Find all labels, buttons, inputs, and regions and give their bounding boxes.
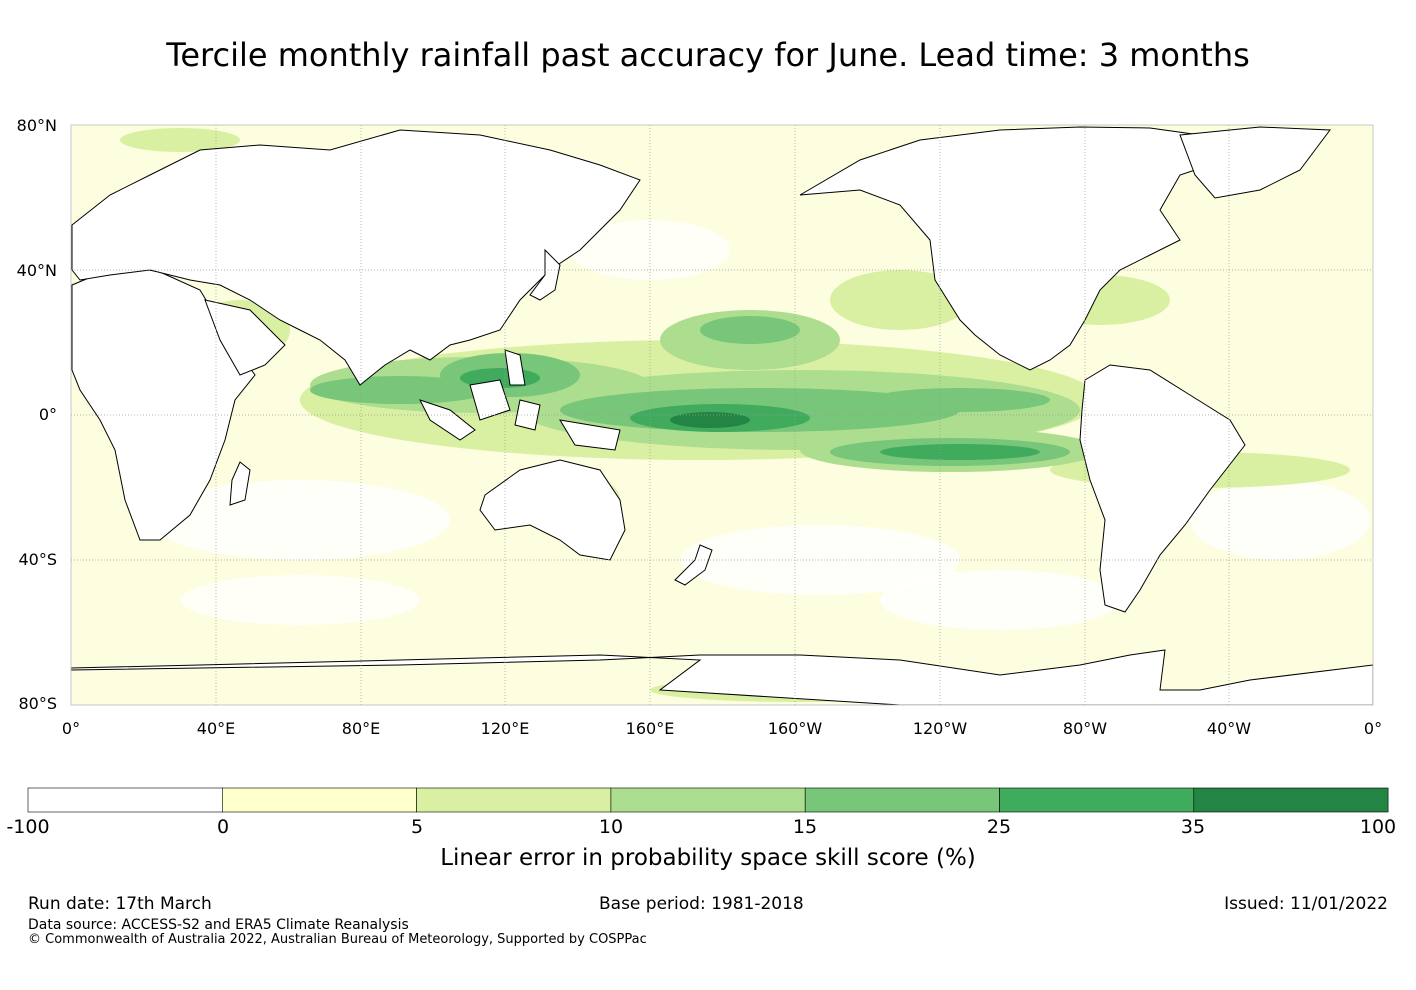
colorbar-segment [416, 787, 612, 813]
map-title: Tercile monthly rainfall past accuracy f… [166, 36, 1250, 74]
colorbar-tick-label: 25 [986, 816, 1012, 838]
lat-label-40s: 40°S [18, 550, 57, 569]
gridlines [71, 125, 1373, 705]
colorbar-tick-label: 100 [1359, 816, 1397, 838]
colorbar-segment [804, 787, 1000, 813]
colorbar-segment [610, 787, 806, 813]
lon-label-0-right: 0° [1363, 719, 1383, 738]
colorbar-segment [222, 787, 417, 813]
lon-label-120e: 120°E [480, 719, 530, 738]
lon-label-120w: 120°W [912, 719, 968, 738]
lat-label-80n: 80°N [16, 116, 57, 135]
colorbar-segment [999, 787, 1195, 813]
colorbar-label: Linear error in probability space skill … [440, 845, 976, 871]
lon-label-160w: 160°W [767, 719, 823, 738]
lon-label-80e: 80°E [341, 719, 381, 738]
lon-label-0-left: 0° [61, 719, 81, 738]
map-frame [70, 124, 1374, 706]
lon-label-40e: 40°E [196, 719, 236, 738]
run-date: Run date: 17th March [28, 894, 212, 914]
colorbar-tick-label: 5 [410, 816, 424, 838]
colorbar-tick-label: 10 [598, 816, 624, 838]
lon-label-160e: 160°E [625, 719, 675, 738]
lat-label-80s: 80°S [18, 694, 57, 713]
issued-date: Issued: 11/01/2022 [1224, 894, 1388, 914]
lon-label-80w: 80°W [1062, 719, 1108, 738]
colorbar-tick-label: 0 [216, 816, 230, 838]
lat-label-40n: 40°N [16, 261, 57, 280]
colorbar-tick-label: -100 [6, 816, 50, 838]
copyright: © Commonwealth of Australia 2022, Austra… [28, 932, 647, 947]
skill-field [71, 126, 1373, 705]
colorbar-segment [1193, 787, 1389, 813]
lat-label-equator: 0° [38, 405, 57, 424]
data-source: Data source: ACCESS-S2 and ERA5 Climate … [28, 917, 409, 933]
base-period: Base period: 1981-2018 [599, 894, 804, 914]
colorbar-tick-label: 35 [1180, 816, 1206, 838]
lon-label-40w: 40°W [1206, 719, 1252, 738]
colorbar-tick-label: 15 [792, 816, 818, 838]
colorbar-segment [27, 787, 223, 813]
colorbar [27, 787, 1389, 813]
